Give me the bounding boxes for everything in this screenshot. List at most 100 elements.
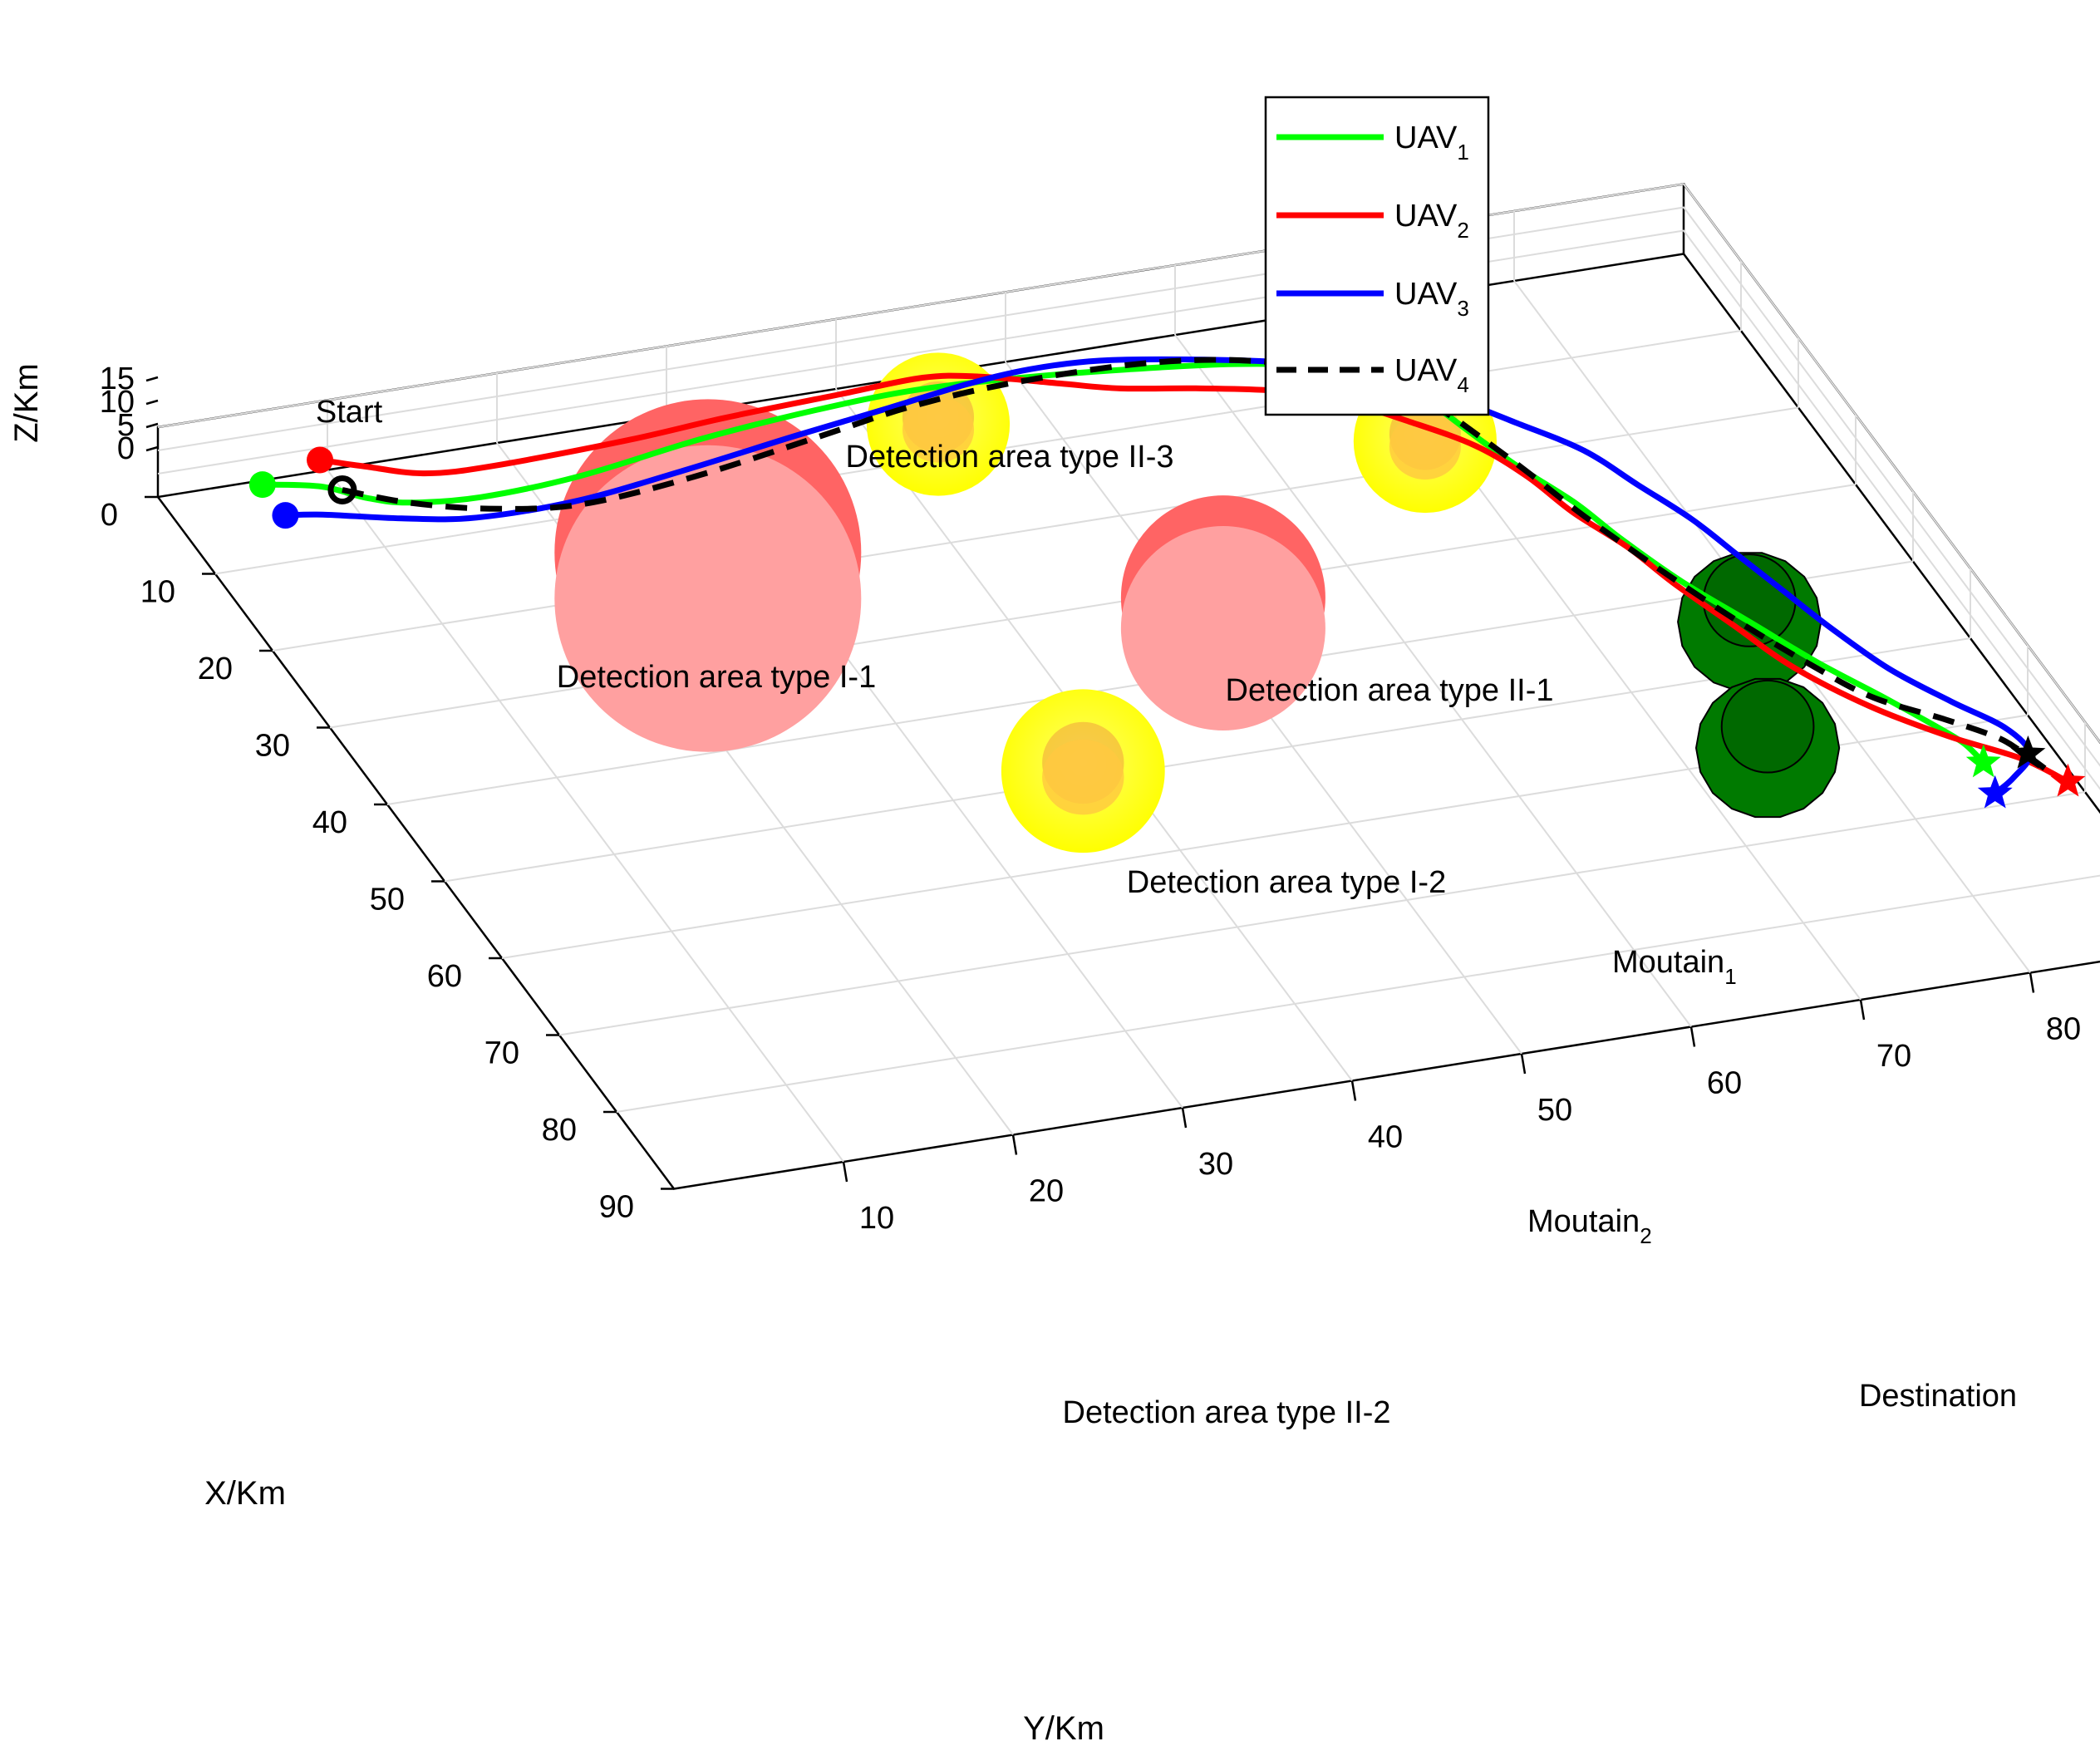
y-tick-mark: [1689, 1026, 1696, 1047]
grid-line-z: [157, 229, 2100, 790]
x-tick-label: 70: [484, 1036, 519, 1071]
x-tick-label: 40: [312, 805, 347, 840]
grid-line-y: [1174, 334, 1692, 1028]
y-tick-label: 30: [1198, 1147, 1233, 1182]
x-tick-label: 10: [140, 575, 175, 610]
mountain-1-label-sub: 1: [1724, 964, 1736, 989]
x-tick-label: 90: [599, 1190, 634, 1225]
obstacle-label-II-1: Detection area type II-1: [1226, 673, 1554, 708]
mountain-2-label-base: Moutain: [1527, 1204, 1640, 1239]
legend-sub: 3: [1457, 296, 1468, 321]
x-tick-label: 50: [370, 883, 405, 917]
z-tick-mark: [145, 376, 159, 382]
dome-body: [554, 445, 862, 752]
legend-label: UAV: [1394, 353, 1458, 388]
y-tick-mark: [1181, 1107, 1188, 1129]
start-marker: [272, 502, 299, 529]
obstacle-label-I-2: Detection area type I-2: [1127, 865, 1446, 900]
legend: UAV1 UAV2 UAV3 UAV4: [1264, 96, 1490, 416]
y-tick-label: 70: [1876, 1039, 1911, 1074]
annotations: Start Destination Detection area type I-…: [316, 395, 2017, 1430]
start-marker: [307, 446, 334, 474]
z-axis-label: Z/Km: [8, 363, 45, 443]
mountain-1-label: Moutain1: [1612, 945, 1737, 989]
obstacle-label-II-3: Detection area type II-3: [846, 440, 1174, 475]
obstacle-label-I-1: Detection area type I-1: [557, 660, 876, 695]
svg-text:UAV1: UAV1: [1394, 121, 1469, 165]
obstacle-mountain: [1694, 677, 1841, 819]
legend-entry: UAV3: [1276, 277, 1469, 321]
destination-label: Destination: [1859, 1379, 2017, 1414]
y-tick-mark: [2029, 972, 2035, 993]
dome-body: [1120, 526, 1325, 730]
destination-marker: [1977, 775, 2013, 809]
y-axis-label: Y/Km: [1023, 1710, 1104, 1747]
obstacle-red-dome: [1120, 495, 1325, 730]
grid-line-x: [272, 406, 1799, 652]
svg-text:UAV4: UAV4: [1394, 353, 1469, 397]
y-tick-mark: [1350, 1080, 1357, 1101]
grid-line-z: [157, 206, 2100, 767]
y-tick-mark: [1859, 999, 1866, 1021]
z-tick-mark: [145, 422, 159, 429]
destination-marker: [2010, 735, 2046, 769]
legend-entry: UAV4: [1276, 353, 1469, 397]
start-label: Start: [316, 395, 383, 430]
z-tick-label: 5: [117, 408, 135, 443]
z-tick-label: 0: [117, 431, 135, 466]
obstacle-yellow-dome: [866, 352, 1011, 496]
svg-text:UAV2: UAV2: [1394, 199, 1469, 243]
y-tick-label: 50: [1537, 1093, 1572, 1128]
x-tick-label: 20: [198, 652, 233, 686]
z-tick-label: 15: [100, 362, 135, 396]
destination-marker: [1965, 744, 2001, 778]
mountain-peak: [1720, 679, 1815, 774]
legend-sub: 4: [1457, 372, 1468, 397]
y-tick-label: 20: [1029, 1174, 1064, 1209]
obstacle-red-dome: [554, 399, 862, 752]
dome-core: [1042, 739, 1124, 815]
z-tick-mark: [145, 399, 159, 406]
z-tick-label: 10: [100, 385, 135, 420]
y-tick-label: 80: [2046, 1012, 2081, 1047]
x-tick-label: 60: [427, 959, 462, 994]
start-marker: [248, 471, 276, 499]
legend-box: [1264, 96, 1490, 416]
grid-line-y: [327, 469, 844, 1163]
y-tick-label: 40: [1368, 1120, 1403, 1155]
grid-line-z: [157, 183, 2100, 744]
legend-entry: UAV1: [1276, 121, 1469, 165]
grid-line-x: [616, 874, 2100, 1113]
legend-label: UAV: [1394, 277, 1458, 312]
markers: [248, 446, 2086, 809]
legend-label: UAV: [1394, 121, 1458, 155]
legend-sub: 1: [1457, 140, 1468, 165]
grid-line-x: [558, 791, 2086, 1036]
mountain-1-label-base: Moutain: [1612, 945, 1724, 980]
mountain-2-label: Moutain2: [1527, 1204, 1652, 1248]
mountain-2-label-sub: 2: [1640, 1223, 1651, 1248]
x-tick-label: 80: [542, 1113, 577, 1148]
tick-labels: 0102030405060708090102030405060708090051…: [100, 362, 2081, 1236]
y-tick-label: 10: [859, 1201, 894, 1236]
y-tick-mark: [1520, 1053, 1527, 1075]
dome-core: [902, 396, 975, 463]
legend-entry: UAV2: [1276, 199, 1469, 243]
obstacle-yellow-dome: [1001, 689, 1165, 853]
start-marker: [327, 475, 357, 505]
destination-marker: [2050, 763, 2086, 797]
dome-core: [1389, 413, 1461, 480]
y-tick-label: 60: [1707, 1066, 1742, 1101]
x-tick-label: 30: [255, 729, 290, 764]
legend-label: UAV: [1394, 199, 1458, 234]
svg-text:UAV3: UAV3: [1394, 277, 1469, 321]
legend-sub: 2: [1457, 218, 1468, 243]
y-tick-mark: [842, 1161, 848, 1183]
obstacle-label-II-2: Detection area type II-2: [1063, 1395, 1391, 1430]
x-tick-label: 0: [101, 498, 118, 533]
x-axis-label: X/Km: [204, 1475, 286, 1512]
obstacles: [554, 352, 1841, 853]
y-tick-mark: [1011, 1134, 1018, 1155]
z-tick-mark: [145, 445, 159, 452]
